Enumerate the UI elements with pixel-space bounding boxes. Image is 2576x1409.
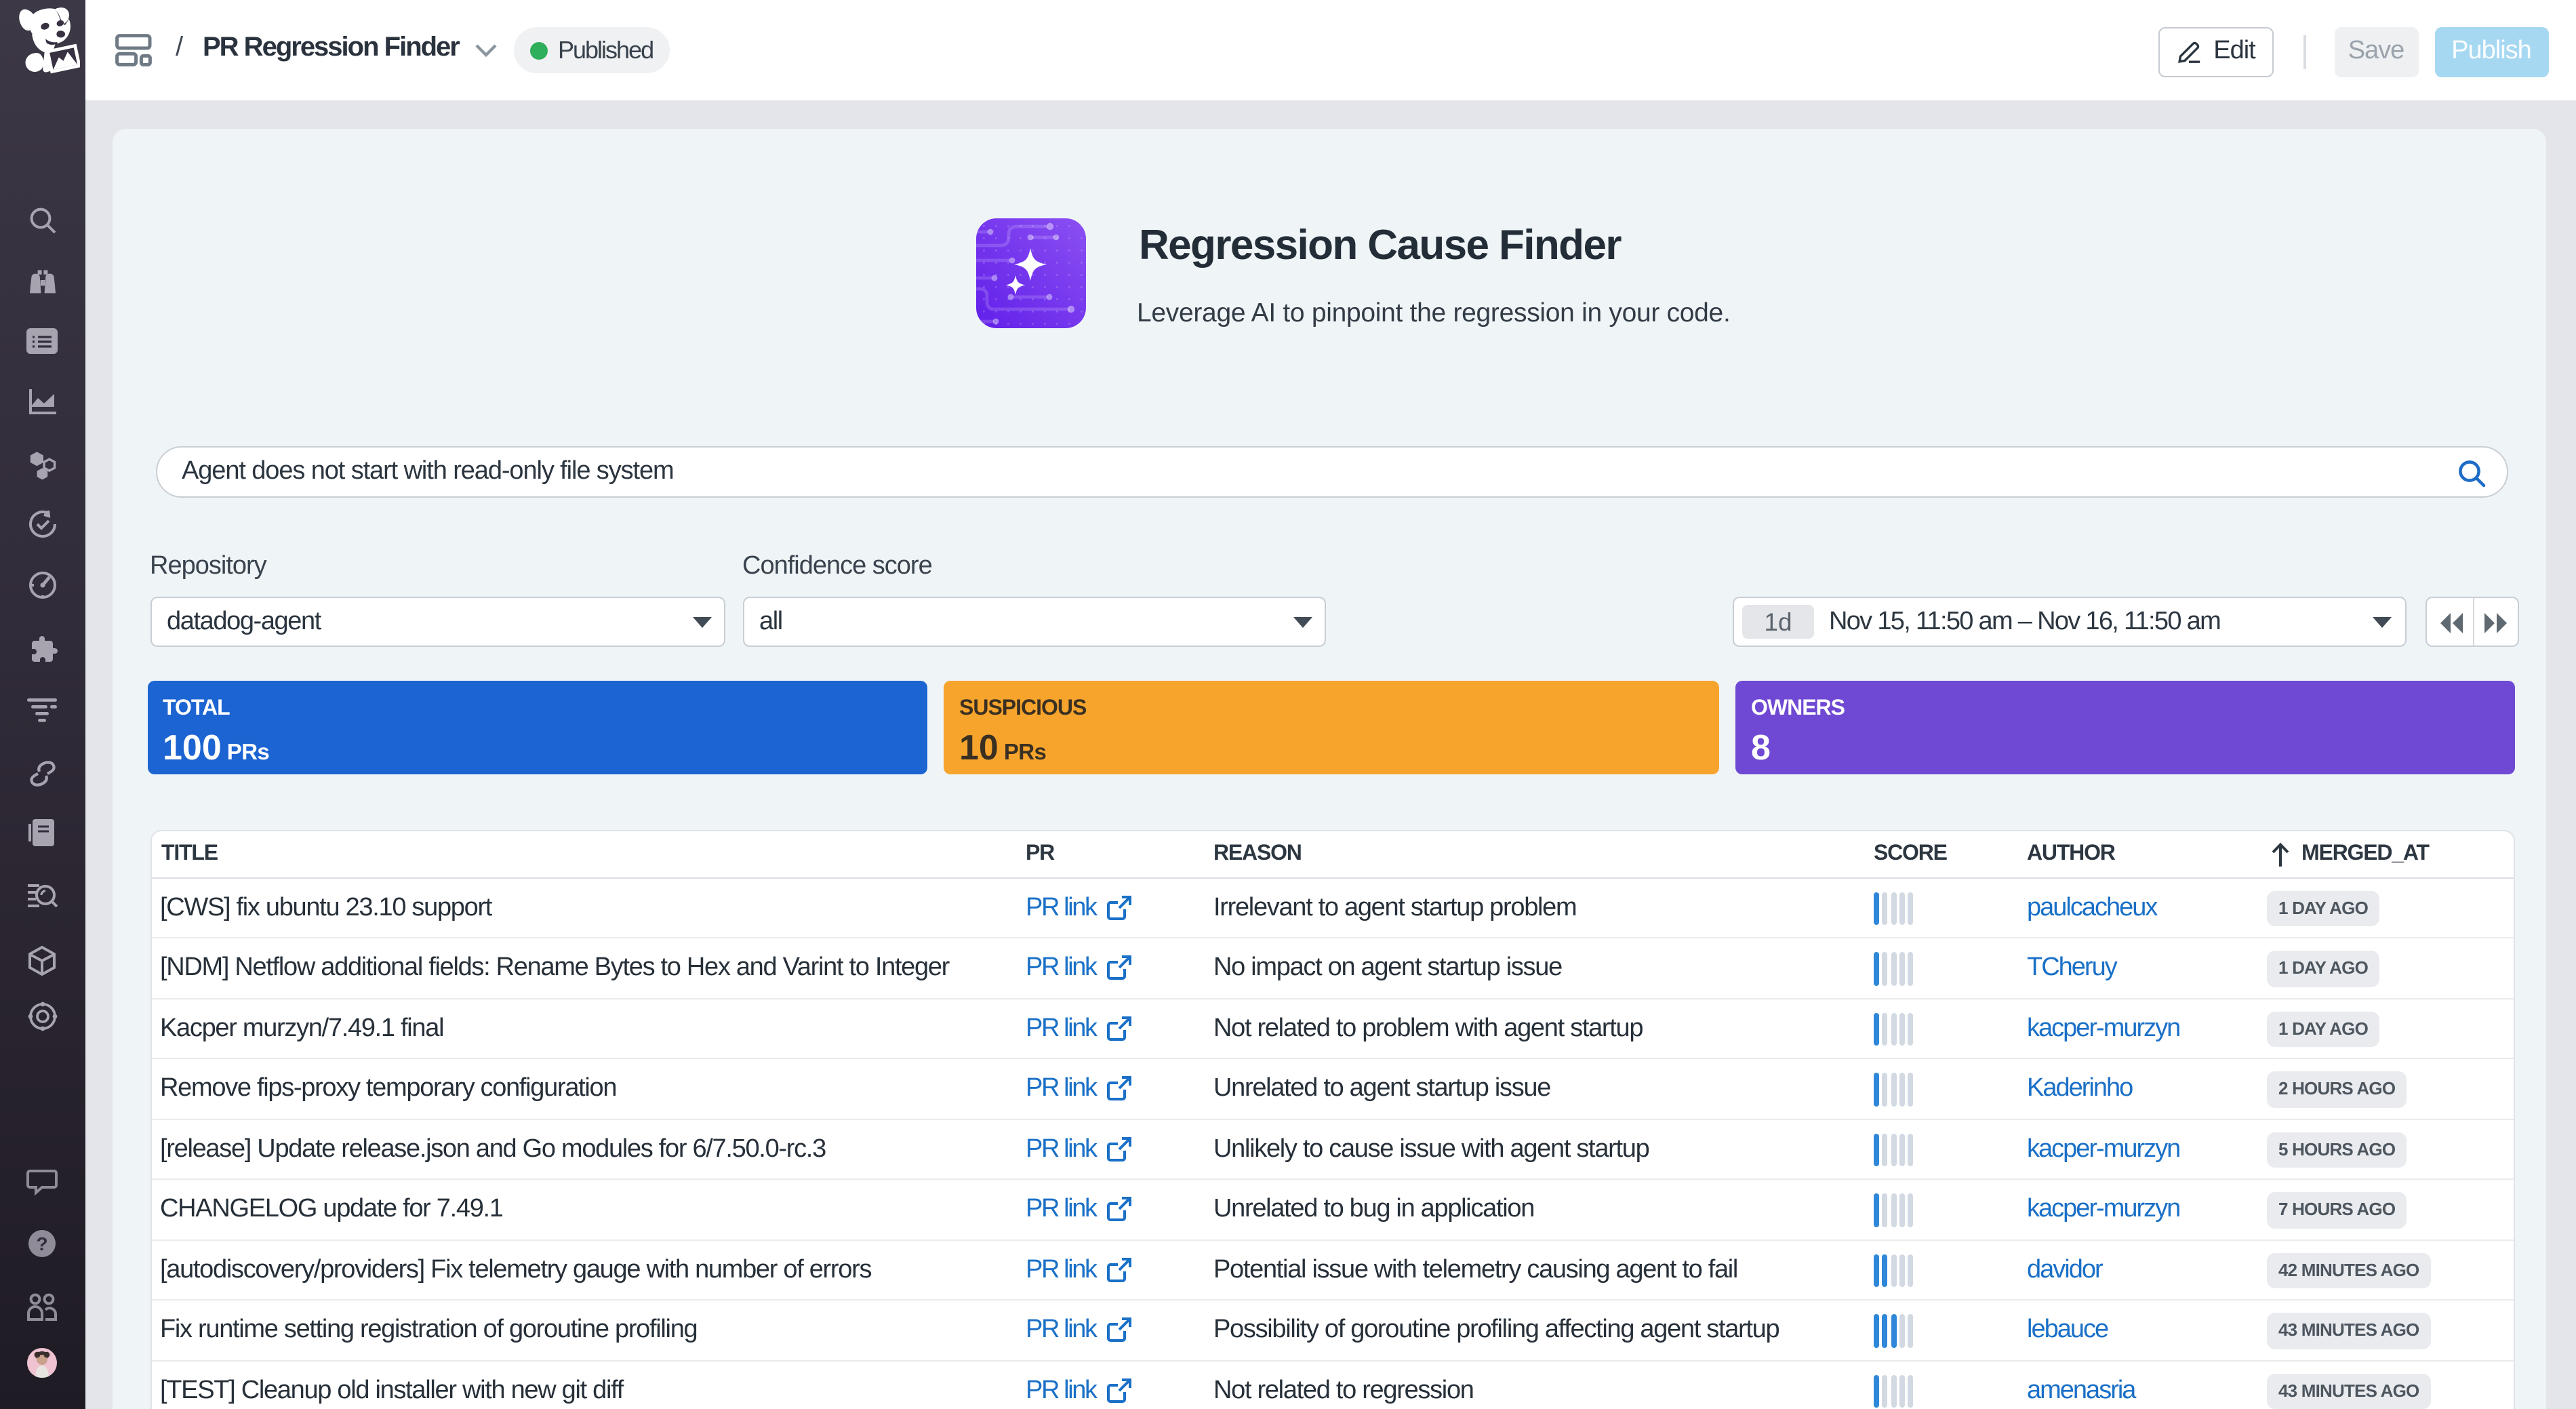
svg-text:?: ? [37, 1233, 48, 1254]
